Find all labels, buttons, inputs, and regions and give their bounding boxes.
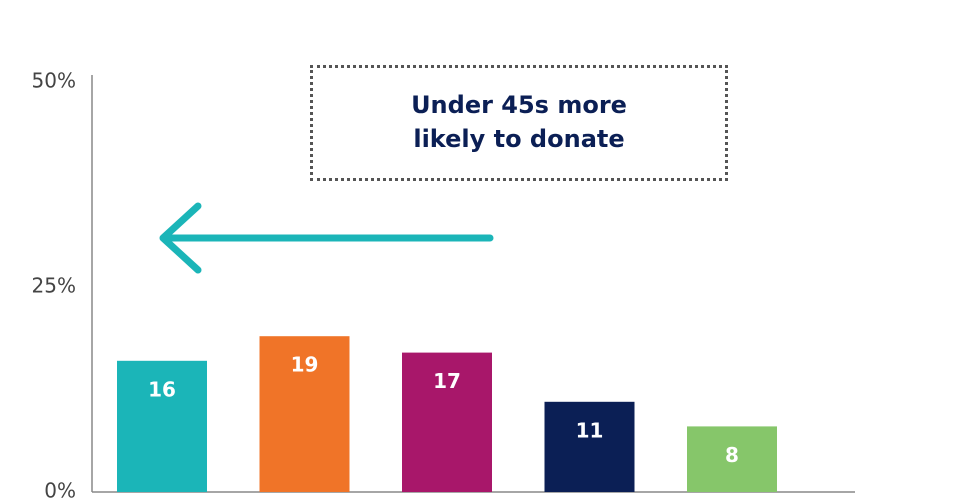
arrow (159, 202, 494, 274)
y-tick-label: 50% (32, 69, 76, 93)
bar (259, 336, 350, 492)
bar (402, 352, 492, 492)
y-tick-label: 25% (32, 274, 76, 298)
data-label: 8 (725, 443, 739, 467)
bar (687, 426, 777, 492)
data-label: 17 (433, 369, 461, 393)
data-label: 16 (148, 377, 176, 401)
annotation-box: Under 45s more likely to donate (310, 65, 728, 181)
bar (544, 401, 635, 492)
bar (117, 360, 207, 492)
annotation: Under 45s more likely to donate (411, 91, 627, 153)
data-label: 11 (576, 418, 604, 442)
y-tick-label: 0% (44, 479, 76, 500)
data-label: 19 (291, 353, 319, 377)
